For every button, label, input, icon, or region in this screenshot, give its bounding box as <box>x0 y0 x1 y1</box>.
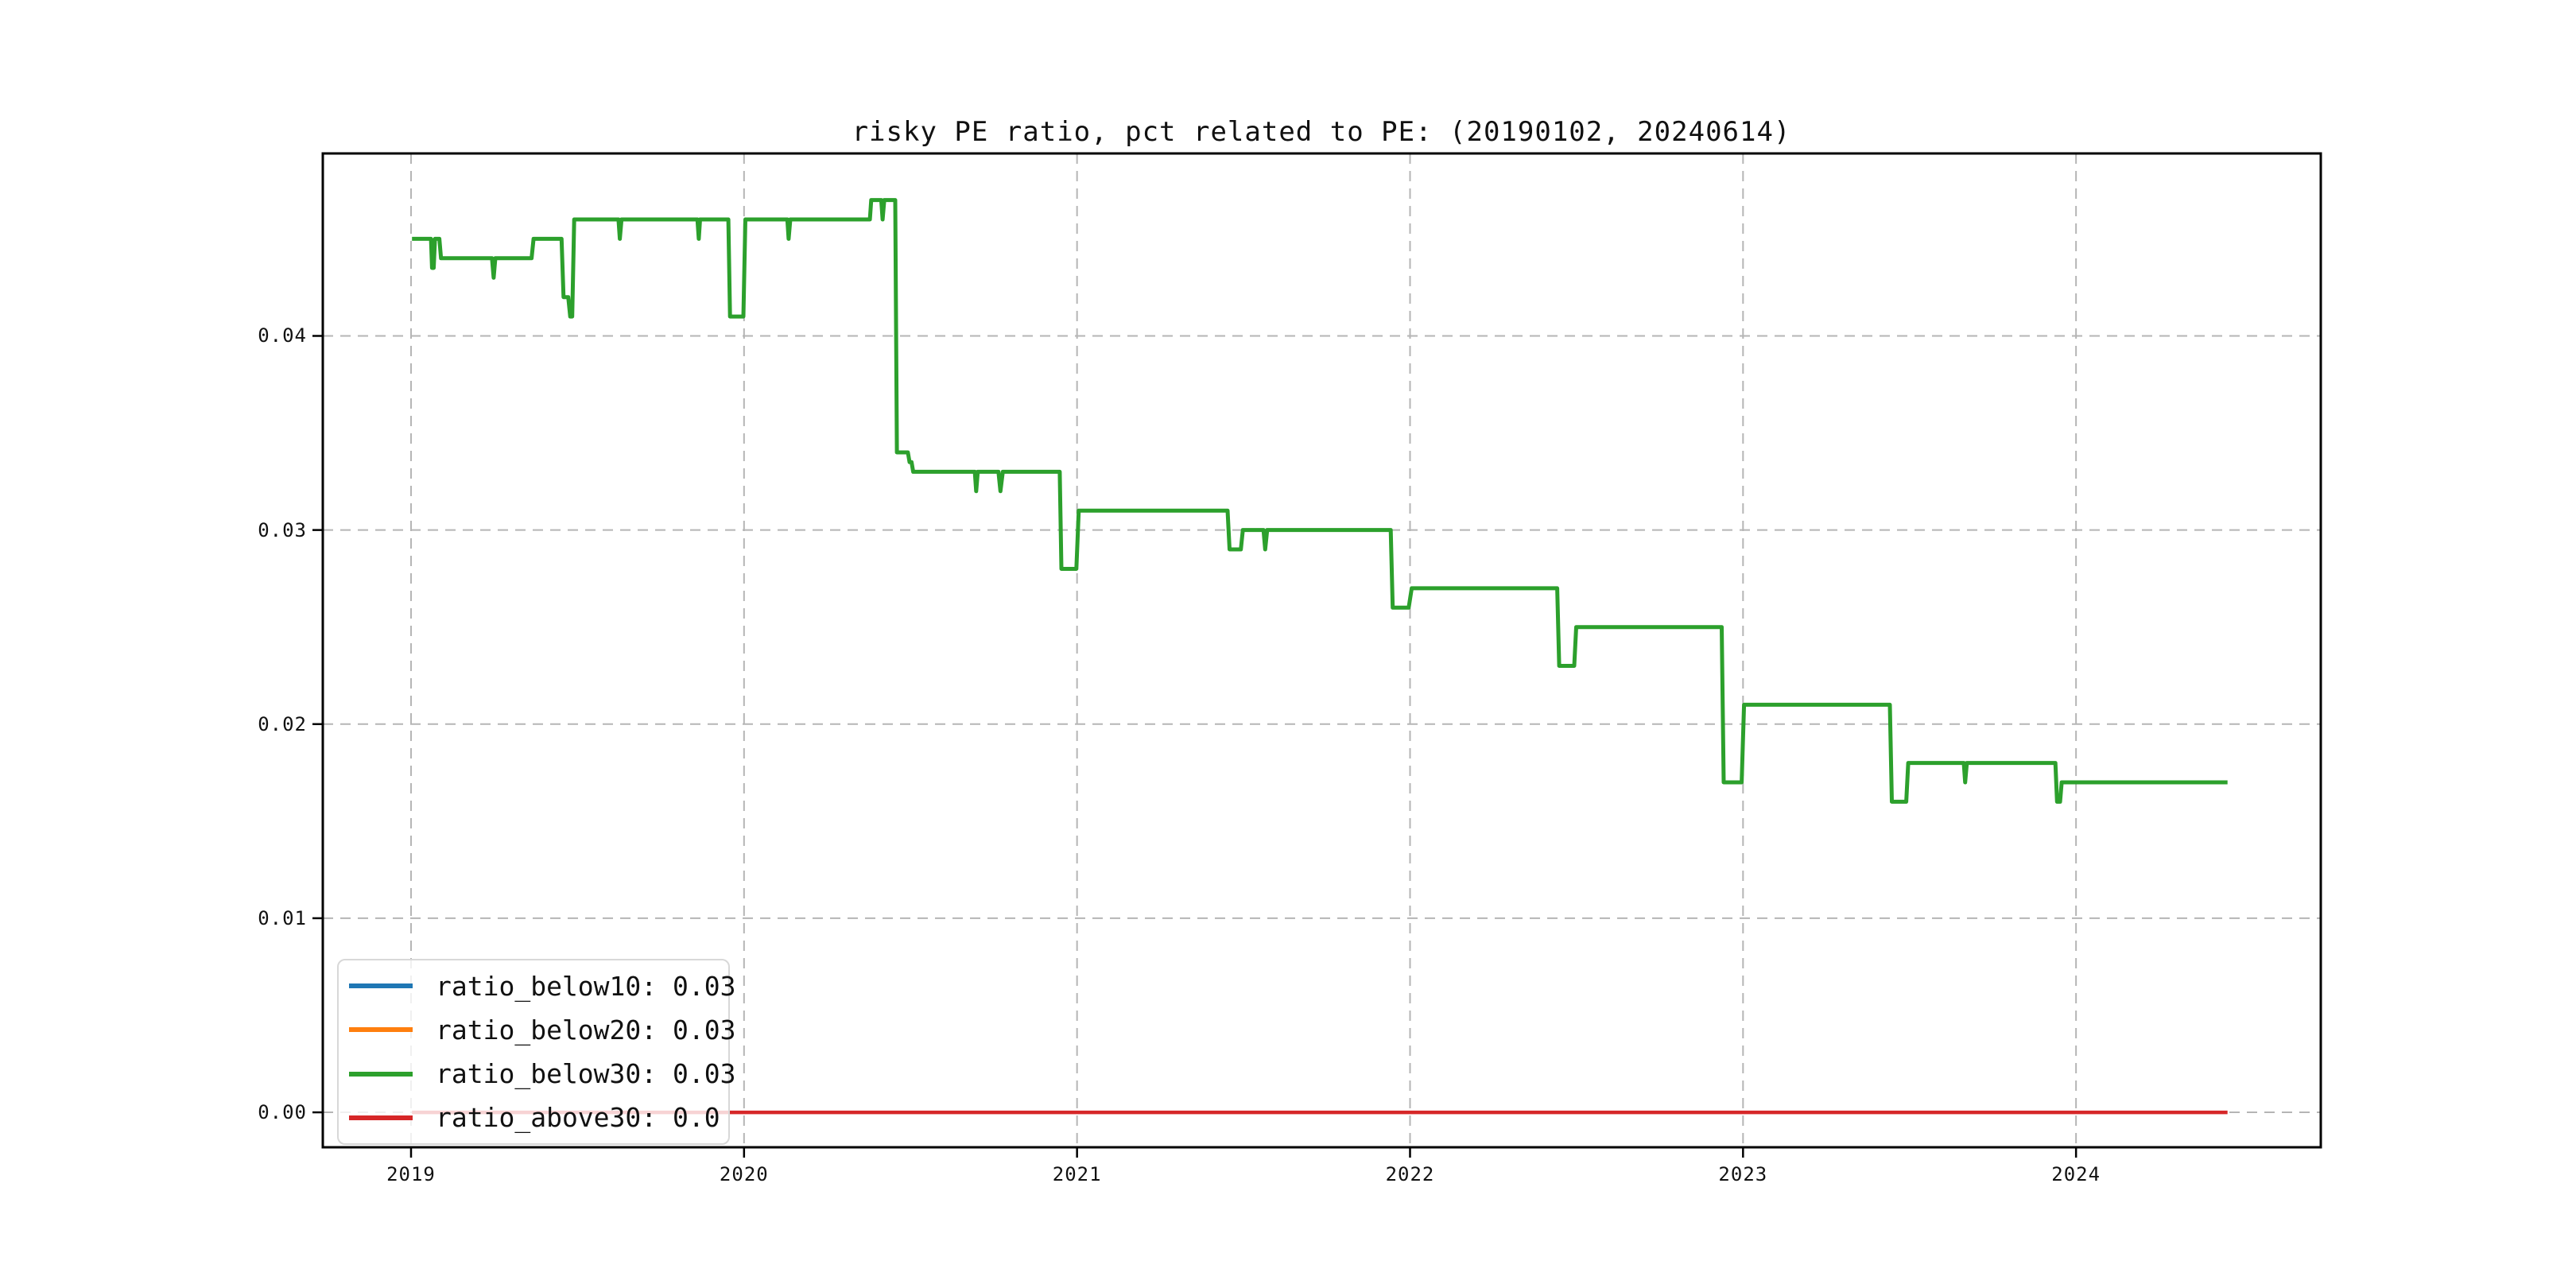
y-tick-label: 0.01 <box>258 906 307 929</box>
x-tick-label: 2024 <box>2051 1163 2101 1185</box>
x-tick-label: 2020 <box>719 1163 769 1185</box>
legend-row-ratio-above30: ratio_above30: 0.0 <box>349 1096 720 1139</box>
series-line-ratio_below30 <box>412 198 2228 804</box>
legend-box: ratio_below10: 0.03 ratio_below20: 0.03 … <box>337 959 736 1145</box>
legend-line-sample-red <box>349 1115 413 1120</box>
x-tick-label: 2021 <box>1052 1163 1102 1185</box>
legend-row-ratio-below10: ratio_below10: 0.03 <box>349 964 736 1007</box>
legend-label: ratio_below10: 0.03 <box>436 970 736 1002</box>
legend-label: ratio_below20: 0.03 <box>436 1014 736 1046</box>
chart-title: risky PE ratio, pct related to PE: (2019… <box>852 116 1791 148</box>
legend-label: ratio_below30: 0.03 <box>436 1058 736 1090</box>
x-tick-label: 2023 <box>1718 1163 1768 1185</box>
y-tick-label: 0.04 <box>258 324 307 347</box>
legend-line-sample-green <box>349 1071 413 1077</box>
x-tick-label: 2022 <box>1385 1163 1435 1185</box>
legend-line-sample-blue <box>349 983 413 989</box>
legend-row-ratio-below30: ratio_below30: 0.03 <box>349 1053 736 1096</box>
legend-line-sample-orange <box>349 1027 413 1033</box>
y-tick-label: 0.03 <box>258 518 307 541</box>
y-tick-label: 0.02 <box>258 712 307 735</box>
y-tick-label: 0.00 <box>258 1101 307 1124</box>
legend-label: ratio_above30: 0.0 <box>436 1102 720 1134</box>
axes-frame <box>321 152 2322 1149</box>
legend-row-ratio-below20: ratio_below20: 0.03 <box>349 1008 736 1051</box>
x-tick-label: 2019 <box>386 1163 436 1185</box>
